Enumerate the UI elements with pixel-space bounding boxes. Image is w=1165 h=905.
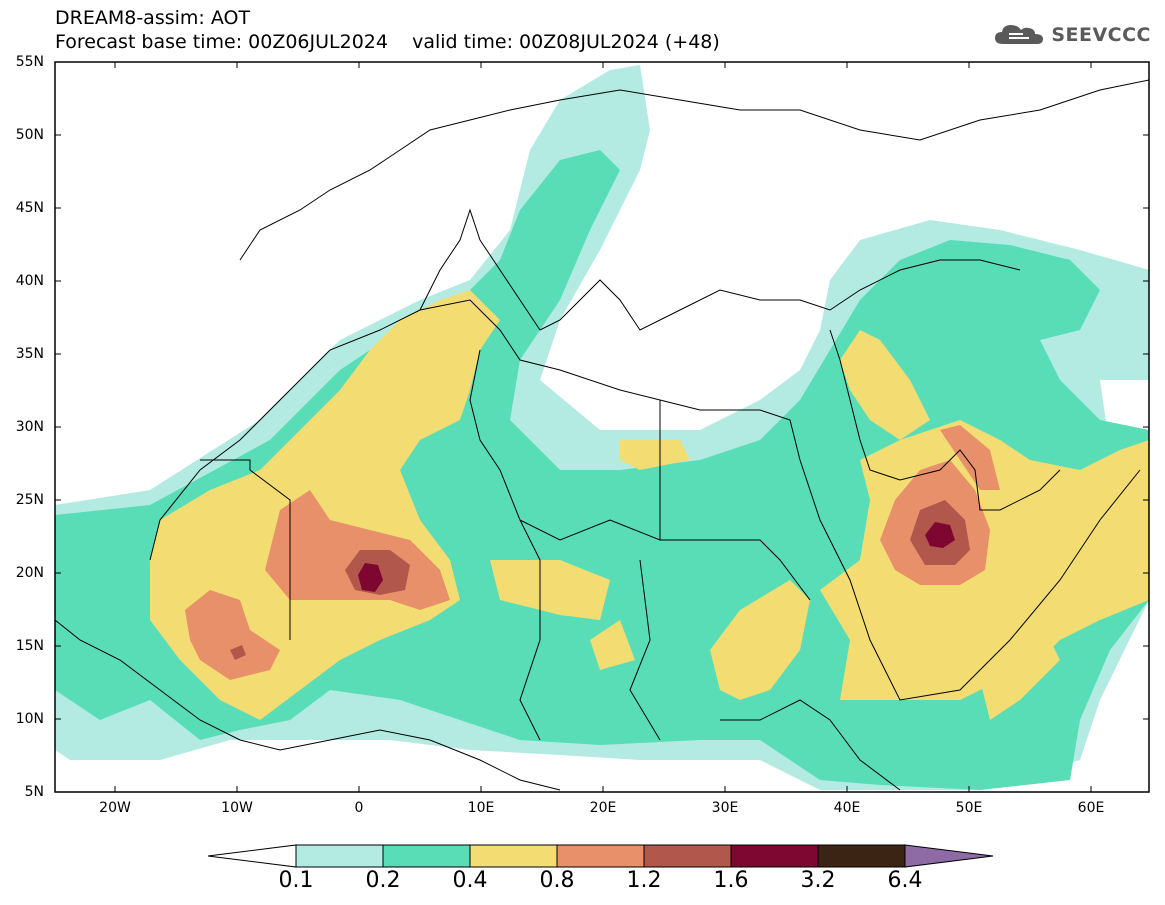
- aot-level-1.2-spot: [230, 645, 246, 660]
- axis-ticks: [55, 62, 1149, 792]
- aot-level-1.6-saudi: [925, 522, 955, 548]
- colorbar-label: 0.8: [539, 868, 575, 893]
- colorbar-label: 1.2: [626, 868, 662, 893]
- lat-label: 20N: [15, 565, 44, 581]
- lat-label: 55N: [15, 54, 44, 70]
- lat-label: 15N: [15, 638, 44, 654]
- lat-label: 10N: [15, 711, 44, 727]
- colorbar-label: 0.2: [365, 868, 401, 893]
- lon-label: 60E: [1077, 800, 1105, 816]
- colorbar-label: 6.4: [887, 868, 923, 893]
- lon-label: 0: [354, 800, 364, 816]
- colorbar-label: 1.6: [713, 868, 749, 893]
- lat-label: 30N: [15, 419, 44, 435]
- map-title: DREAM8-assim: AOT: [55, 7, 251, 29]
- aot-level-0.4-chad: [590, 620, 635, 670]
- forecast-time-line: Forecast base time: 00Z06JUL2024 valid t…: [55, 31, 720, 53]
- logo-text: SEEVCCC: [1051, 24, 1151, 46]
- lon-label: 10E: [467, 800, 495, 816]
- lon-label: 50E: [955, 800, 983, 816]
- lon-label: 20W: [99, 800, 131, 816]
- seevccc-logo: SEEVCCC: [993, 22, 1151, 48]
- cloud-icon: [995, 25, 1044, 44]
- aot-level-1.6-mali: [358, 563, 383, 592]
- lat-label: 25N: [15, 492, 44, 508]
- lat-label: 35N: [15, 346, 44, 362]
- aot-level-0.4-iraq: [840, 330, 930, 440]
- aot-level-0.4-sudan: [710, 580, 810, 700]
- lon-label: 10W: [221, 800, 253, 816]
- lat-label: 40N: [15, 273, 44, 289]
- lat-label: 50N: [15, 127, 44, 143]
- aot-level-0.8-gulf: [940, 425, 1000, 490]
- coastlines: [55, 79, 1149, 791]
- map-frame: [54, 61, 1150, 793]
- colorbar-label: 0.1: [278, 868, 314, 893]
- aot-contours: [55, 65, 1149, 790]
- aot-level-0.4-libya: [620, 440, 690, 470]
- lat-label: 5N: [24, 784, 44, 800]
- aot-level-0.4-central: [490, 560, 610, 620]
- colorbar-label: 3.2: [800, 868, 836, 893]
- lon-label: 40E: [833, 800, 861, 816]
- lon-label: 20E: [589, 800, 617, 816]
- lon-label: 30E: [711, 800, 739, 816]
- lat-label: 45N: [15, 200, 44, 216]
- aot-level-0.8-senegal: [185, 590, 280, 680]
- colorbar-label: 0.4: [452, 868, 488, 893]
- aot-level-0.4-horn: [980, 640, 1060, 720]
